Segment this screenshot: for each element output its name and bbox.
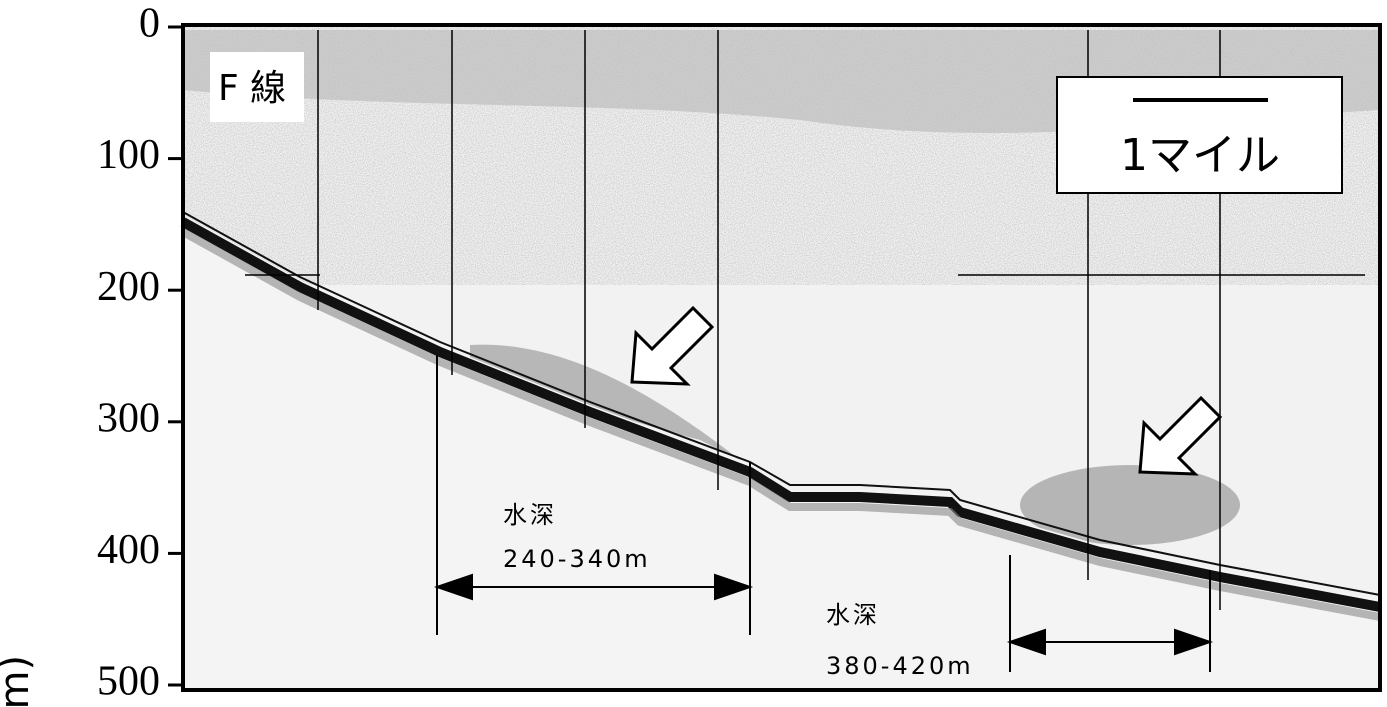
scale-label: 1マイル xyxy=(1120,130,1280,181)
y-axis-label: (m) xyxy=(0,655,38,707)
line-label: F 線 xyxy=(218,68,286,109)
chart: F 線 1マイル 水深 240-340m 水深 380-420m (m) 0 10… xyxy=(0,0,1387,707)
y-tick-label: 0 xyxy=(139,1,160,47)
y-tick-label: 500 xyxy=(97,659,160,705)
y-tick-label: 200 xyxy=(97,264,160,310)
annotation: 240-340m xyxy=(503,545,651,573)
y-tick-label: 100 xyxy=(97,132,160,178)
annotation: 380-420m xyxy=(826,652,974,680)
y-tick-label: 400 xyxy=(97,527,160,573)
y-tick-label: 300 xyxy=(97,395,160,441)
annotation: 水深 xyxy=(826,601,880,629)
annotation: 水深 xyxy=(503,501,557,529)
